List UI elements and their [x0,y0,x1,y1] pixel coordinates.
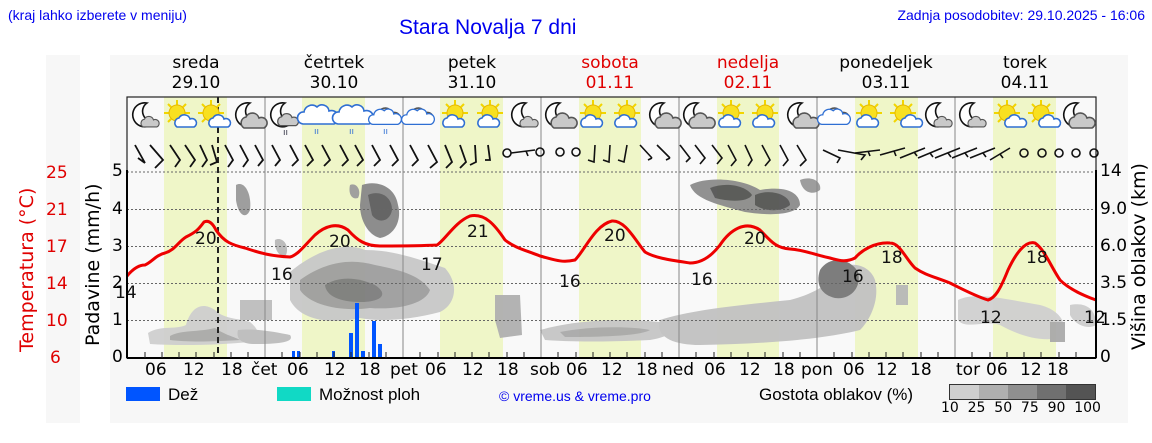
svg-text:16: 16 [271,265,293,285]
cloud-height-tick: 0 [1100,347,1111,367]
svg-text:ıı: ıı [383,127,388,137]
precip-tick: 5 [112,161,123,181]
location-hint[interactable]: (kraj lahko izberete v meniju) [8,7,187,23]
x-label: pon [801,360,833,380]
x-label: 12 [324,360,346,380]
x-label: 18 [1047,360,1069,380]
cloud-height-tick: 3.5 [1100,273,1128,293]
temperature-axis-title: Temperatura (°C) [16,187,38,352]
cloud-density [148,178,1096,346]
svg-text:16: 16 [842,267,864,287]
x-label: sob [530,360,561,380]
x-label: 12 [601,360,623,380]
x-label: 18 [221,360,243,380]
cloud-density-scale [949,384,1096,400]
day-header-3: petek 31.10 [447,53,497,93]
day-header-4: sobota 01.11 [581,53,639,93]
day-header-2: četrtek 30.10 [303,53,365,93]
svg-text:20: 20 [604,226,626,246]
x-label: 06 [145,360,167,380]
x-label: čet [251,360,278,380]
x-label: 18 [773,360,795,380]
temp-tick: 25 [46,163,68,183]
x-label: 06 [843,360,865,380]
day-header-1: sreda 29.10 [171,53,221,93]
cloud-density-legend-title: Gostota oblakov (%) [759,385,914,404]
svg-text:21: 21 [467,222,489,242]
temperature-axis-panel [46,55,80,423]
svg-text:17: 17 [421,255,443,275]
svg-text:ıı: ıı [283,128,288,138]
x-label: 18 [910,360,932,380]
cloud-density-scale-labels: 10 25 50 75 90 100 [941,400,1101,416]
svg-text:12: 12 [1084,308,1106,328]
x-label: tor [956,360,981,380]
x-label: 06 [287,360,309,380]
x-label: pet [390,360,418,380]
cloud-height-axis-title: Višina oblakov (km) [1128,163,1150,350]
cloud-height-tick: 14 [1100,161,1122,181]
svg-text:20: 20 [195,229,217,249]
last-updated: Zadnja posodobitev: 29.10.2025 - 16:06 [897,7,1145,23]
x-label: 18 [359,360,381,380]
x-label: 18 [636,360,658,380]
day-header-7: torek 04.11 [1000,53,1050,93]
temp-tick: 6 [50,348,61,368]
day-header-5: nedelja 02.11 [716,53,780,93]
precip-tick: 3 [112,236,123,256]
svg-text:18: 18 [1026,248,1048,268]
svg-text:ıı: ıı [314,127,319,137]
svg-text:20: 20 [329,232,351,252]
temp-tick: 17 [46,237,68,257]
chart-title: Stara Novalja 7 dni [399,16,577,39]
wind-barbs [134,144,492,169]
x-label: 06 [986,360,1008,380]
x-label: 18 [497,360,519,380]
x-label: 06 [566,360,588,380]
showers-legend-swatch [277,387,311,401]
showers-legend-label: Možnost ploh [319,385,421,404]
temp-tick: 14 [46,274,68,294]
precip-tick: 0 [112,347,123,367]
svg-text:ıı: ıı [349,127,354,137]
precipitation-axis-title: Padavine (mm/h) [82,183,104,346]
x-ticks [144,352,1077,358]
temp-tick: 21 [46,200,68,220]
svg-text:18: 18 [881,248,903,268]
weather-icons: ıı ıı ıı ıı [131,99,1096,138]
temperature-line [125,214,1097,302]
svg-text:16: 16 [691,270,713,290]
x-label: ned [662,360,695,380]
precip-tick: 4 [112,199,123,219]
precip-tick: 2 [112,273,123,293]
x-label: 12 [183,360,205,380]
cloud-height-tick: 6.0 [1100,236,1128,256]
svg-text:16: 16 [559,272,581,292]
precip-tick: 1 [112,310,123,330]
rain-legend-label: Dež [168,385,199,404]
x-label: 12 [739,360,761,380]
svg-text:20: 20 [744,229,766,249]
svg-text:12: 12 [980,308,1002,328]
day-header-6: ponedeljek 03.11 [839,53,933,93]
svg-text:14: 14 [115,283,137,303]
x-label: 12 [876,360,898,380]
cloud-height-tick: 9.0 [1100,199,1128,219]
cloud-height-tick: 1.5 [1100,310,1128,330]
x-label: 06 [425,360,447,380]
credit-link[interactable]: © vreme.us & vreme.pro [499,388,651,404]
x-label: 06 [704,360,726,380]
x-label: 12 [1020,360,1042,380]
temp-tick: 10 [46,311,68,331]
x-label: 12 [462,360,484,380]
rain-legend-swatch [126,387,160,401]
